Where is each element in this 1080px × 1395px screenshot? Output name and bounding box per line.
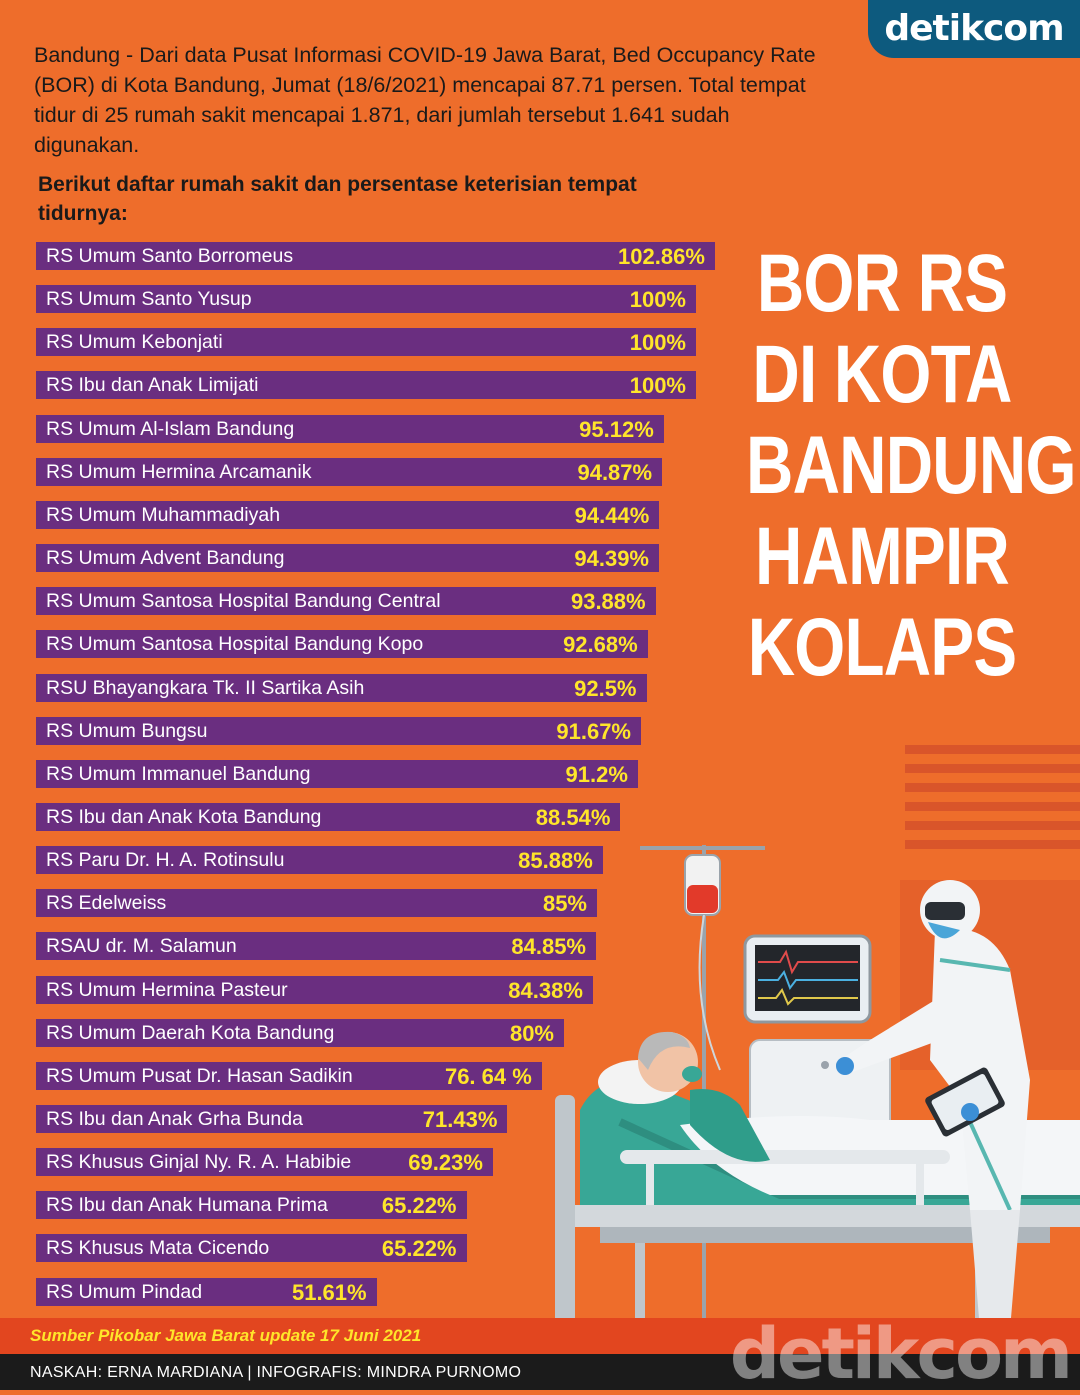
bar-row: RS Umum Hermina Pasteur 84.38% [36,975,593,1004]
bar-row: RS Umum Bungsu 91.67% [36,716,641,745]
bar-category-label: RS Umum Immanuel Bandung [46,762,311,785]
bar-row: RS Umum Pindad 51.61% [36,1277,377,1306]
headline-line-5: KOLAPS [747,602,1017,693]
bar-category-label: RS Umum Santo Borromeus [46,245,294,267]
bar-value-label: 91.2% [565,761,628,787]
bar-value-label: 71.43% [422,1107,498,1132]
bar-value-label: 84.85% [511,934,586,960]
bar-category-label: RSAU dr. M. Salamun [46,935,237,958]
bar-category-label: RS Khusus Ginjal Ny. R. A. Habibie [46,1151,352,1174]
bar-category-label: RS Umum Santo Yusup [46,288,252,311]
bar-row: RS Umum Advent Bandung 94.39% [36,544,659,572]
bar-value-label: 95.12% [579,416,654,442]
bar-category-label: RS Ibu dan Anak Limijati [46,374,259,397]
bar-value-label: 65.22% [381,1236,457,1262]
bar-row: RS Khusus Mata Cicendo 65.22% [36,1234,467,1263]
bar-row: RS Ibu dan Anak Limijati 100% [36,371,696,400]
source-strip [0,1318,1080,1354]
bar-value-label: 76. 64 % [444,1063,532,1089]
source-note: Sumber Pikobar Jawa Barat update 17 Juni… [30,1326,422,1345]
bar-value-label: 92.68% [563,632,638,658]
bar-row: RS Umum Al-Islam Bandung 95.12% [36,414,664,443]
headline-line-4: HAMPIR [755,511,1010,602]
iv-stand-icon [640,845,765,1340]
bar-value-label: 80% [509,1020,554,1046]
bar-row: RS Umum Immanuel Bandung 91.2% [36,759,638,788]
bar-row: RS Umum Santo Borromeus 102.86% [36,242,715,270]
headline-line-3: BANDUNG [746,420,1076,511]
bar-row: RS Edelweiss 85% [36,889,597,918]
bar-value-label: 100% [629,373,686,399]
bar-row: RS Khusus Ginjal Ny. R. A. Habibie 69.23% [36,1148,493,1177]
bar-category-label: RS Paru Dr. H. A. Rotinsulu [46,849,285,872]
bar-value-label: 85% [542,891,587,917]
headline-line-1: BOR RS [756,238,1008,329]
bar-value-label: 94.39% [574,546,649,571]
bar-row: RS Paru Dr. H. A. Rotinsulu 85.88% [36,846,603,875]
bar-category-label: RS Ibu dan Anak Kota Bandung [46,805,322,828]
bar-value-label: 94.87% [577,459,653,485]
bar-value-label: 88.54% [535,804,611,830]
bar-chart: RS Umum Santo Borromeus 102.86% RS Umum S… [36,0,736,1310]
bar-row: RS Umum Kebonjati 100% [36,328,696,357]
doctor-in-ppe-icon [836,880,1030,1330]
bar-row: RS Umum Santosa Hospital Bandung Kopo 92.… [36,630,648,659]
bar-category-label: RS Umum Advent Bandung [46,547,285,569]
bar-value-label: 91.67% [556,718,631,744]
bar-value-label: 102.86% [618,244,705,269]
bar-row: RS Ibu dan Anak Kota Bandung 88.54% [36,802,621,831]
bar-row: RS Umum Hermina Arcamanik 94.87% [36,457,663,486]
bar-category-label: RS Umum Daerah Kota Bandung [46,1021,335,1044]
bar-value-label: 93.88% [570,589,646,615]
bar-row: RS Umum Muhammadiyah 94.44% [36,500,660,529]
bar-category-label: RS Ibu dan Anak Grha Bunda [46,1108,303,1130]
bar-value-label: 100% [629,330,686,356]
detikcom-watermark-logo: detikcom [729,1313,1073,1395]
bar-category-label: RS Edelweiss [46,892,167,915]
bar-row: RS Umum Pusat Dr. Hasan Sadikin 76. 64 % [36,1061,542,1090]
credits: NASKAH: ERNA MARDIANA | INFOGRAFIS: MIND… [30,1364,522,1381]
window-blinds-icon [905,745,1080,849]
bar-category-label: RS Umum Al-Islam Bandung [46,417,295,440]
bar-value-label: 69.23% [408,1150,483,1176]
credits-strip [0,1354,1080,1390]
bar-category-label: RS Umum Pindad [46,1280,203,1303]
bar-value-label: 100% [629,287,686,313]
bar-category-label: RS Umum Hermina Arcamanik [46,460,312,483]
bar-value-label: 85.88% [518,848,593,874]
bar-value-label: 65.22% [381,1193,457,1219]
detikcom-logo[interactable]: detikcom [868,0,1080,58]
bar-row: RS Umum Santo Yusup 100% [36,285,696,314]
headline-line-2: DI KOTA [752,329,1012,420]
bar-category-label: RSU Bhayangkara Tk. II Sartika Asih [46,676,365,699]
bar-row: RSAU dr. M. Salamun 84.85% [36,932,596,961]
bar-value-label: 84.38% [508,977,583,1003]
bar-category-label: RS Umum Hermina Pasteur [46,978,288,1001]
bar-row: RSU Bhayangkara Tk. II Sartika Asih 92.5% [36,673,647,702]
bar-row: RS Umum Santosa Hospital Bandung Central… [36,587,656,616]
bar-row: RS Ibu dan Anak Humana Prima 65.22% [36,1191,467,1220]
bar-category-label: RS Ibu dan Anak Humana Prima [46,1194,328,1217]
bar-category-label: RS Umum Santosa Hospital Bandung Kopo [46,633,424,656]
bar-value-label: 94.44% [574,502,650,528]
bar-category-label: RS Umum Santosa Hospital Bandung Central [46,590,441,613]
hospital-illustration [555,745,1080,1347]
bar-category-label: RS Umum Bungsu [46,719,208,742]
bar-category-label: RS Umum Kebonjati [46,331,223,354]
list-subheading: Berikut daftar rumah sakit dan persentas… [38,173,637,225]
bar-category-label: RS Umum Pusat Dr. Hasan Sadikin [46,1064,353,1087]
intro-paragraph: Bandung - Dari data Pusat Informasi COVI… [34,43,816,157]
bar-category-label: RS Khusus Mata Cicendo [46,1237,270,1260]
bar-value-label: 92.5% [574,675,637,701]
headline: BOR RS DI KOTA BANDUNG HAMPIR KOLAPS [746,238,1076,693]
bar-category-label: RS Umum Muhammadiyah [46,503,281,526]
patient-icon [598,1031,770,1162]
bar-row: RS Ibu dan Anak Grha Bunda 71.43% [36,1105,508,1133]
bar-value-label: 51.61% [291,1279,367,1305]
bar-row: RS Umum Daerah Kota Bandung 80% [36,1018,564,1047]
